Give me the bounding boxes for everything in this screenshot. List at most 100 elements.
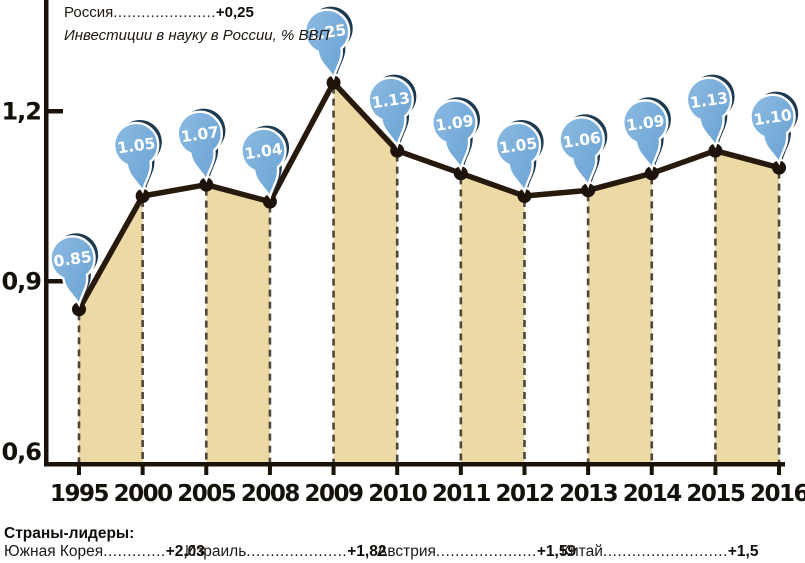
x-tick-label: 2005 — [177, 481, 236, 507]
beige-band — [333, 82, 398, 463]
beige-band — [715, 150, 780, 462]
leader-dots: ...................... — [113, 4, 216, 21]
data-point — [453, 166, 468, 181]
x-axis-tick — [331, 465, 336, 475]
pin-label: 1.04 — [243, 140, 284, 163]
data-line — [76, 79, 782, 313]
data-point — [772, 160, 787, 175]
y-axis — [44, 0, 49, 467]
country-value: +2,03 — [165, 543, 205, 560]
y-axis-tick — [48, 278, 63, 284]
pin-body — [303, 8, 351, 81]
value-pin: 1.07 — [176, 108, 226, 183]
pin-label: 1.10 — [753, 106, 794, 129]
data-point — [517, 188, 532, 203]
beige-band — [206, 184, 270, 462]
country-value: +1,82 — [347, 543, 387, 560]
leader-dots: ..................... — [246, 543, 348, 560]
beige-band — [588, 173, 652, 462]
leader-entry: Южная Корея.............+2,03 — [4, 543, 205, 561]
country-value: +1,59 — [536, 543, 577, 560]
data-point — [644, 166, 659, 181]
pin-label: 1.07 — [180, 123, 220, 146]
x-axis-tick — [140, 465, 145, 475]
pin-label: 1.25 — [307, 21, 347, 44]
legend-country-value: +0,25 — [215, 4, 254, 21]
data-point — [135, 188, 150, 203]
pin-label: 0.85 — [52, 248, 92, 271]
leader-entry: Китай..........................+1,5 — [561, 543, 758, 561]
pin-body — [749, 93, 796, 166]
data-point — [708, 143, 723, 158]
pin-body — [622, 99, 669, 172]
pin-body — [240, 127, 287, 200]
x-axis-tick — [649, 465, 654, 475]
x-axis-tick — [267, 465, 272, 475]
y-tick-label: 0,6 — [1, 438, 41, 466]
x-axis-tick — [777, 465, 782, 475]
y-tick-label: 1,2 — [1, 97, 41, 125]
x-axis-tick — [204, 465, 209, 475]
pin-body — [367, 76, 414, 149]
x-tick-label: 1995 — [50, 481, 109, 507]
pin-label: 1.05 — [498, 134, 538, 157]
x-axis-tick — [77, 465, 81, 475]
chart-subtitle: Инвестиции в науку в России, % ВВП — [64, 27, 330, 44]
x-tick-label: 2008 — [241, 481, 300, 507]
country-value: +1,5 — [727, 543, 759, 560]
x-axis-tick — [395, 465, 400, 475]
leader-dots: .......................... — [602, 543, 728, 560]
pin-label: 1.09 — [434, 112, 474, 135]
data-point — [390, 143, 405, 158]
pin-label: 1.13 — [371, 89, 411, 112]
pin-body — [685, 76, 733, 149]
x-axis — [44, 462, 786, 467]
pin-body — [494, 121, 542, 194]
x-tick-label: 2000 — [114, 481, 173, 507]
leader-entry: Австрия.....................+1,59 — [377, 543, 576, 561]
beige-band — [79, 195, 143, 462]
y-tick-label: 0,9 — [1, 267, 41, 295]
value-pin: 1.13 — [685, 74, 735, 149]
pin-label: 1.13 — [689, 89, 729, 112]
x-tick-label: 2014 — [623, 481, 682, 507]
country-name: Южная Корея — [4, 543, 104, 560]
x-tick-label: 2010 — [368, 481, 427, 507]
value-pin: 1.10 — [749, 91, 799, 166]
pin-label: 1.06 — [562, 129, 602, 152]
value-pin: 1.09 — [622, 97, 671, 172]
y-axis-tick — [48, 108, 63, 114]
country-name: Израиль — [185, 543, 247, 560]
x-tick-label: 2011 — [432, 481, 491, 507]
pin-body — [431, 99, 478, 172]
beige-band — [460, 173, 525, 462]
data-point — [262, 194, 277, 209]
legend-country-label: Россия — [64, 4, 114, 21]
x-axis-tick — [713, 465, 718, 475]
x-axis-tick — [522, 465, 527, 475]
footer-heading: Страны-лидеры: — [4, 525, 135, 542]
x-axis-tick — [458, 465, 463, 475]
pin-body — [176, 110, 224, 183]
value-pin: 1.09 — [431, 97, 480, 172]
value-pin: 1.25 — [303, 6, 353, 81]
x-axis-tick — [586, 465, 591, 475]
x-tick-label: 2012 — [495, 481, 553, 507]
x-tick-label: 2013 — [559, 481, 618, 507]
data-point — [326, 75, 341, 90]
country-name: Австрия — [377, 543, 436, 560]
pin-body — [113, 121, 160, 194]
value-pin: 1.05 — [113, 120, 162, 194]
leader-dots: ..................... — [435, 543, 537, 560]
value-pin: 1.13 — [367, 74, 417, 149]
value-pin: 0.85 — [49, 233, 99, 308]
value-pin: 1.06 — [558, 114, 608, 189]
pin-label: 1.09 — [625, 112, 665, 135]
country-name: Китай — [561, 543, 603, 560]
legend-row: Россия......................+0,25 — [64, 3, 329, 23]
pin-body — [49, 235, 96, 308]
leader-dots: ............. — [103, 543, 166, 560]
x-tick-label: 2015 — [686, 481, 745, 507]
